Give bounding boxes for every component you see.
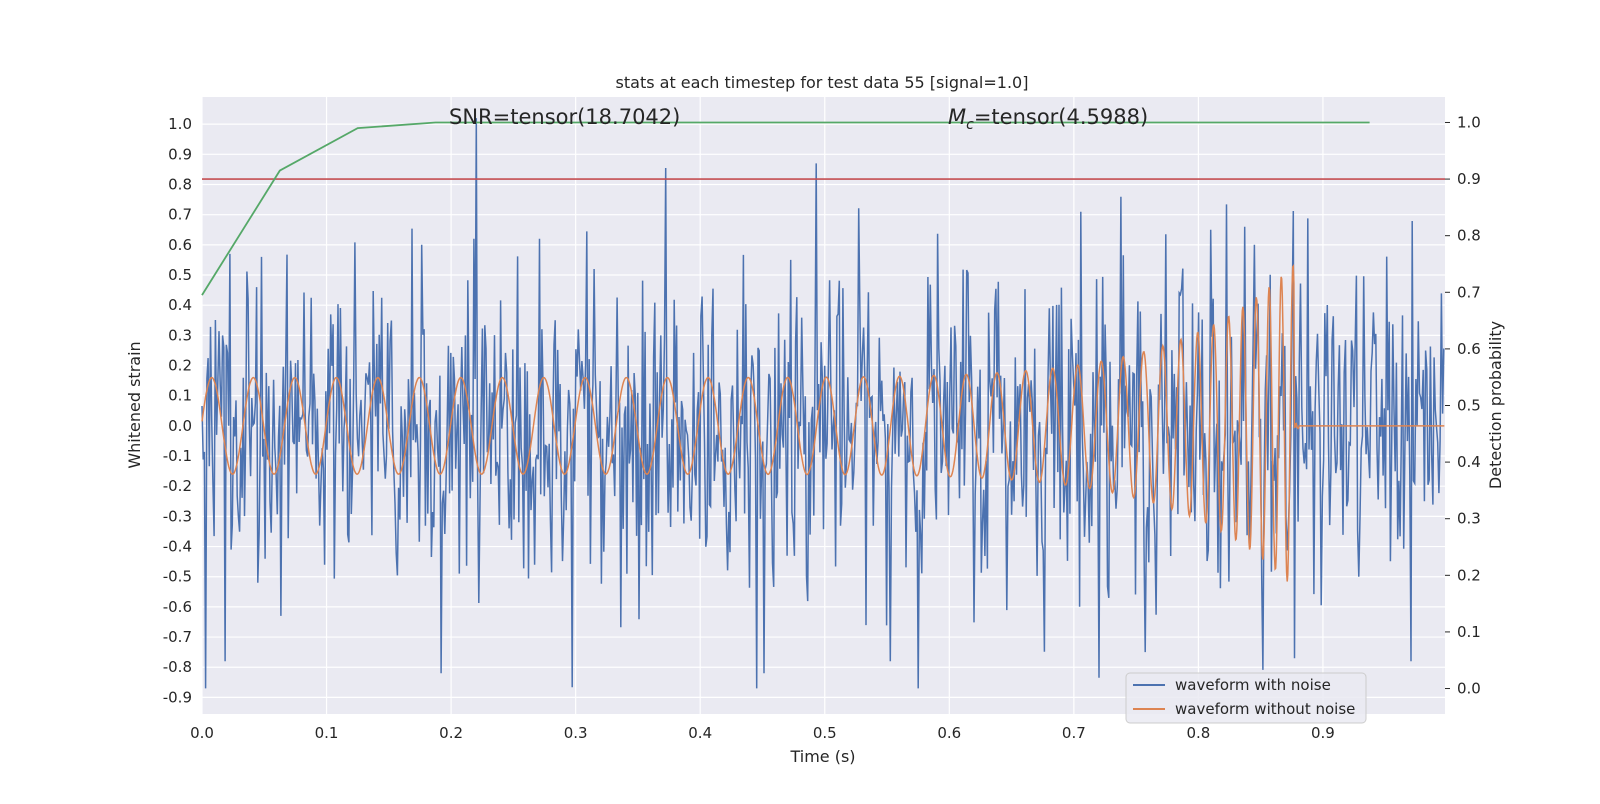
y2-tick-label: 0.7 [1457, 283, 1481, 301]
y2-tick-label: 0.5 [1457, 397, 1481, 415]
y-axis-label: Whitened strain [125, 341, 144, 468]
y-tick-label: 1.0 [168, 115, 192, 133]
y-tick-label: -0.7 [163, 628, 192, 646]
y-tick-label: 0.2 [168, 357, 192, 375]
y-tick-label: 0.0 [168, 417, 192, 435]
legend: waveform with noise waveform without noi… [1125, 672, 1367, 724]
y-tick-label: 0.3 [168, 326, 192, 344]
y2-tick-label: 0.8 [1457, 227, 1481, 245]
y-tick-label: -0.6 [163, 598, 192, 616]
y2-tick-label: 0.1 [1457, 623, 1481, 641]
y2-tick-label: 0.6 [1457, 340, 1481, 358]
y-tick-label: 0.5 [168, 266, 192, 284]
legend-label-clean: waveform without noise [1175, 700, 1355, 718]
clean-waveform-line [201, 264, 1445, 582]
y-tick-label: -0.4 [163, 538, 192, 556]
legend-box [1125, 672, 1367, 724]
y-tick-label: 0.7 [168, 206, 192, 224]
y-tick-label: -0.8 [163, 658, 192, 676]
chirp-mass-symbol: M [948, 105, 966, 129]
x-axis-label: Time (s) [789, 747, 855, 766]
chirp-mass-subscript: c [966, 117, 974, 133]
y-tick-label: 0.9 [168, 145, 192, 163]
y2-tick-label: 0.3 [1457, 510, 1481, 528]
y-tick-label: 0.8 [168, 175, 192, 193]
axis-ticks: 0.0 0.1 0.2 0.3 0.4 0.5 0.6 0.7 0.8 0.9 1.0 0.9 0.8 0… [163, 113, 1481, 742]
x-tick-label: 0.3 [564, 724, 588, 742]
y2-axis-label: Detection probability [1486, 321, 1505, 489]
x-tick-label: 0.2 [439, 724, 463, 742]
y-tick-label: 0.6 [168, 236, 192, 254]
y2-tick-label: 0.2 [1457, 566, 1481, 584]
y-tick-label: -0.3 [163, 507, 192, 525]
x-tick-label: 0.9 [1311, 724, 1335, 742]
y-tick-label: -0.9 [163, 688, 192, 706]
y2-tick-label: 0.4 [1457, 453, 1481, 471]
x-tick-label: 0.0 [190, 724, 214, 742]
chart-title: stats at each timestep for test data 55 … [616, 73, 1029, 92]
x-tick-label: 0.4 [688, 724, 712, 742]
chirp-mass-annotation: Mc=tensor(4.5988) [948, 105, 1148, 133]
plot-content [201, 118, 1445, 689]
legend-label-noisy: waveform with noise [1175, 676, 1331, 694]
chirp-mass-value: =tensor(4.5988) [974, 105, 1148, 129]
y-tick-label: 0.1 [168, 387, 192, 405]
x-tick-label: 0.8 [1186, 724, 1210, 742]
x-tick-label: 0.6 [937, 724, 961, 742]
y-tick-label: -0.5 [163, 568, 192, 586]
detection-probability-line [201, 121, 1370, 296]
y-tick-label: 0.4 [168, 296, 192, 314]
noisy-waveform-line [201, 118, 1445, 689]
y2-tick-label: 0.0 [1457, 680, 1481, 698]
y-tick-label: -0.2 [163, 477, 192, 495]
x-tick-label: 0.1 [315, 724, 339, 742]
snr-annotation: SNR=tensor(18.7042) [449, 105, 680, 129]
x-tick-label: 0.5 [813, 724, 837, 742]
x-tick-label: 0.7 [1062, 724, 1086, 742]
y2-tick-label: 1.0 [1457, 113, 1481, 131]
y-tick-label: -0.1 [163, 447, 192, 465]
y2-tick-label: 0.9 [1457, 170, 1481, 188]
